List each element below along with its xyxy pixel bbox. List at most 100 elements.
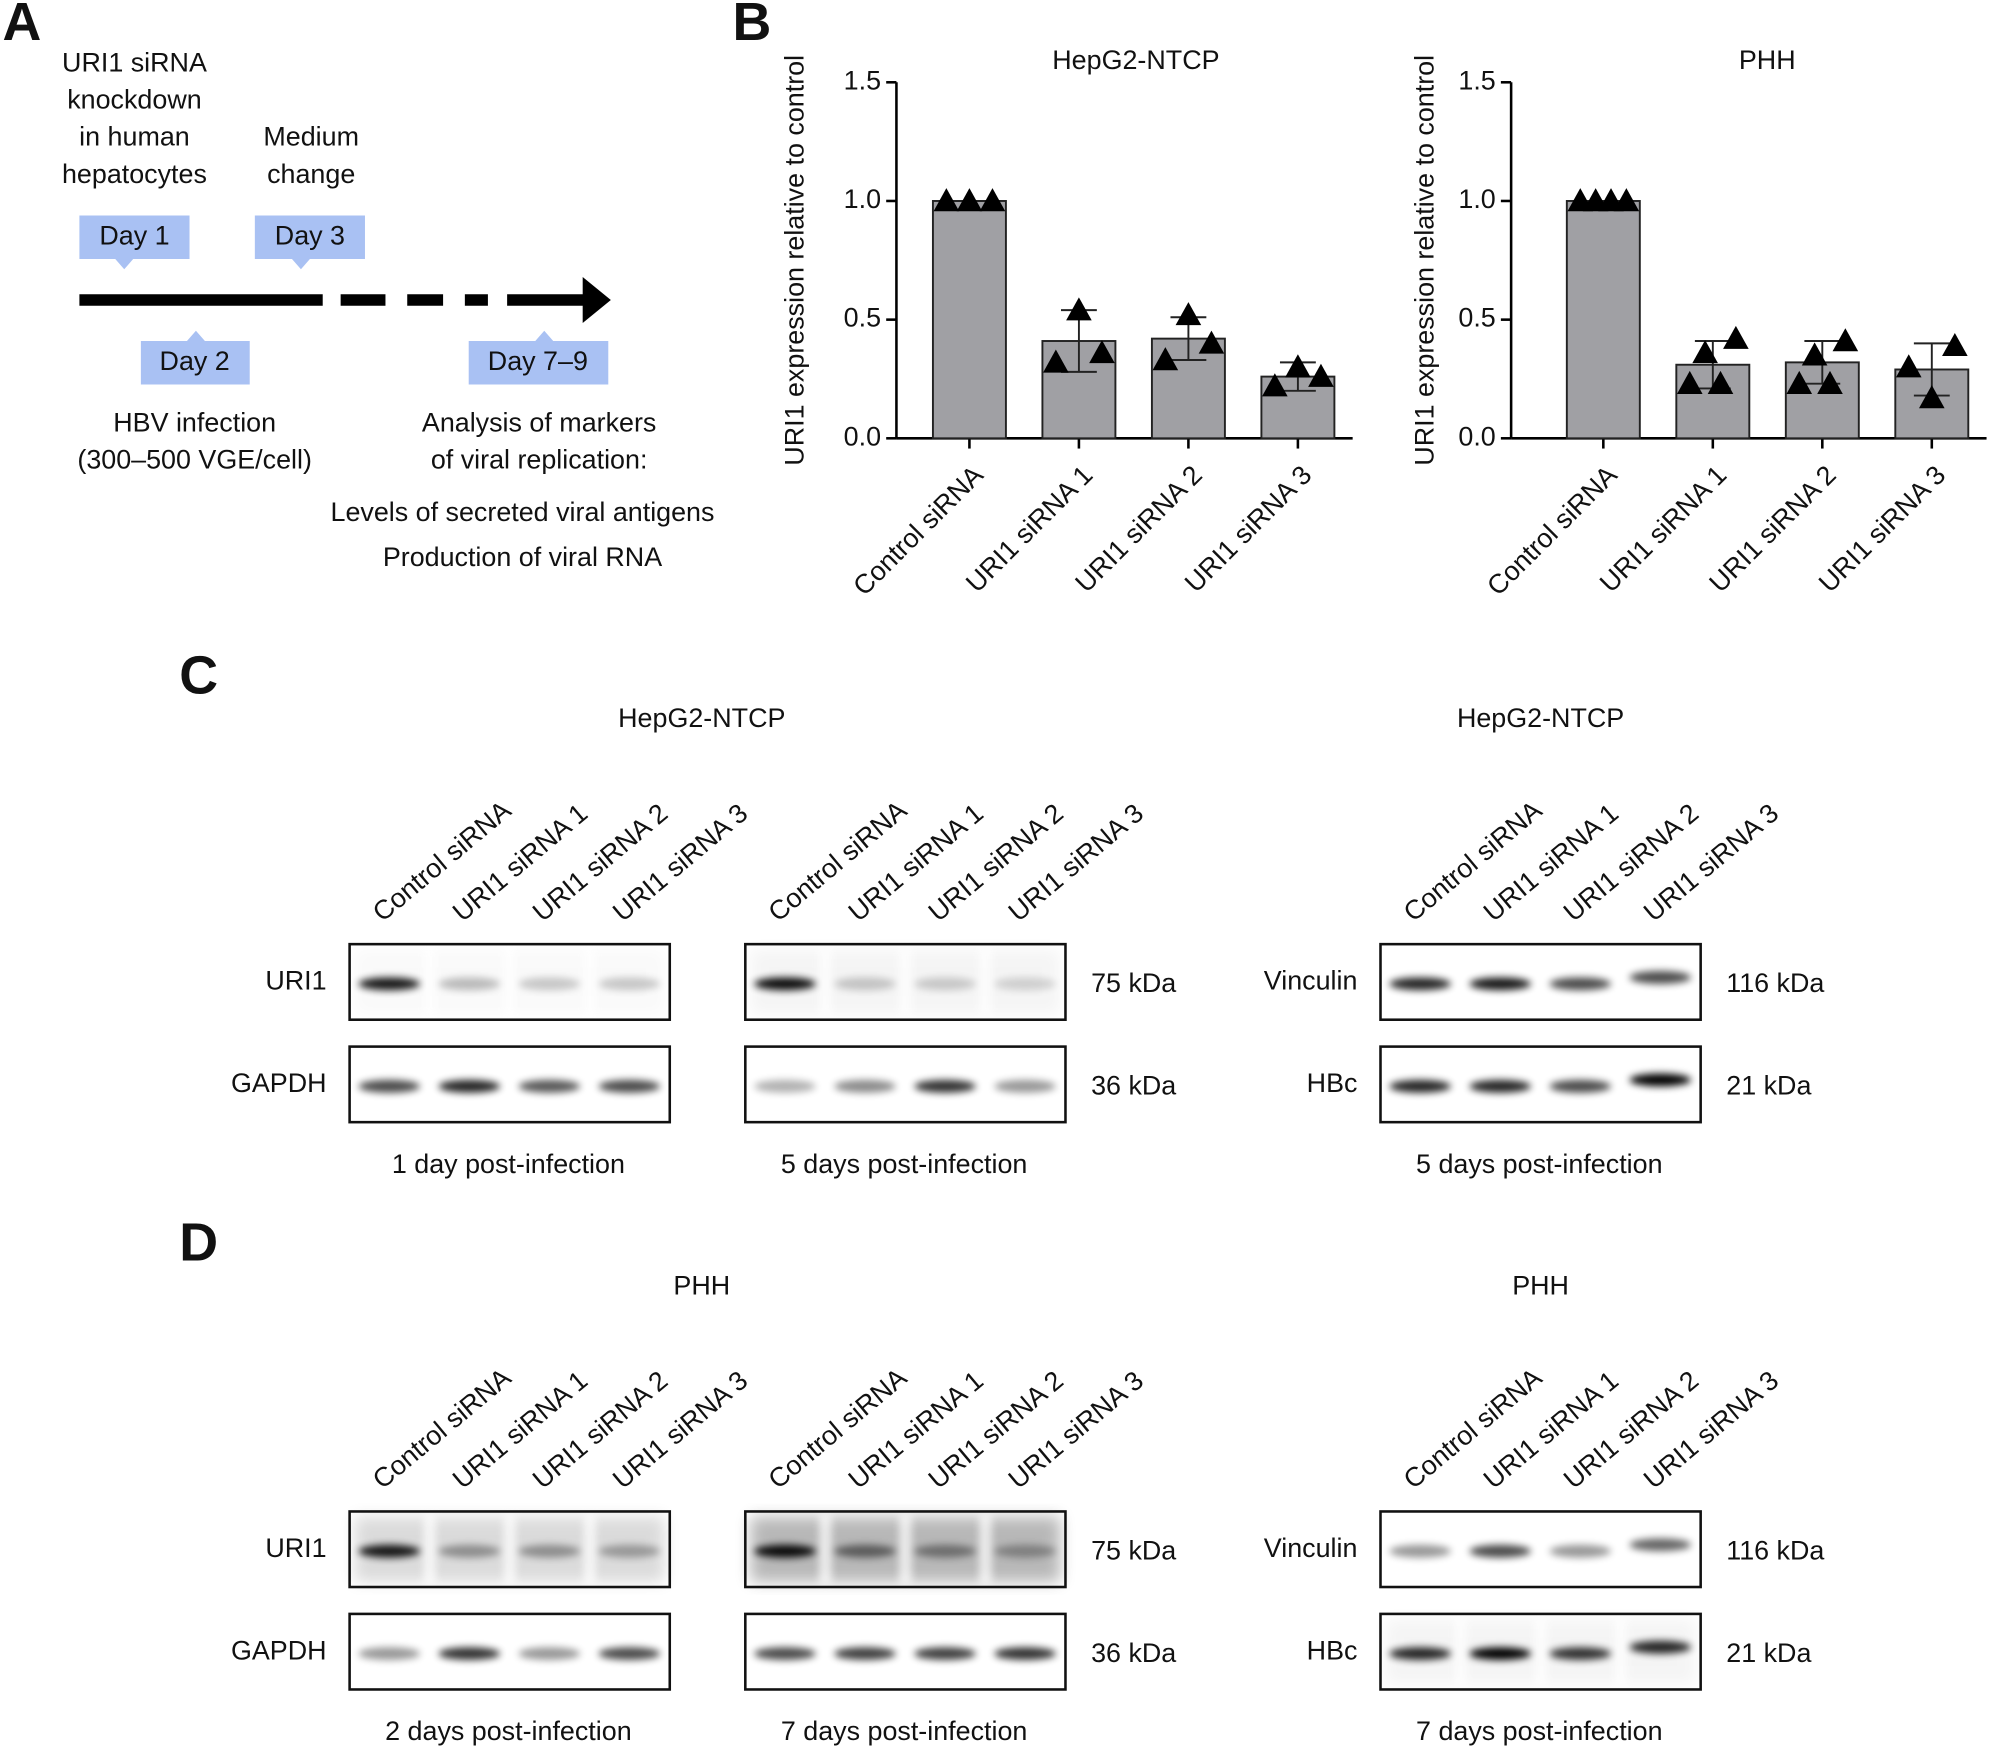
data-point <box>1198 330 1225 354</box>
blot-band <box>438 1544 501 1558</box>
lane-gap <box>979 1514 992 1585</box>
day-box <box>140 330 250 385</box>
day-label: Day 3 <box>275 220 345 250</box>
size-label: 21 kDa <box>1726 1638 1811 1668</box>
size-label: 75 kDa <box>1091 968 1176 998</box>
blot-band <box>598 1647 661 1661</box>
data-point <box>1676 370 1703 394</box>
blot-frame <box>1379 1612 1702 1691</box>
blot-band <box>358 977 421 991</box>
data-point <box>1262 373 1288 397</box>
blot-band <box>754 1079 816 1093</box>
blot-band <box>1469 1079 1531 1093</box>
blot-band <box>914 977 976 991</box>
day-box <box>468 330 609 385</box>
blot-band <box>834 977 896 991</box>
blot-frame <box>1379 1510 1702 1589</box>
bar <box>931 200 1007 440</box>
data-point <box>1707 370 1734 394</box>
blot-band <box>1629 1073 1692 1087</box>
data-point <box>979 188 1006 212</box>
blot-band <box>518 1647 581 1661</box>
data-point <box>1043 349 1069 373</box>
blot-band <box>358 1647 421 1661</box>
lane-gap <box>583 1514 597 1585</box>
blot-band <box>754 977 816 991</box>
protein-label: GAPDH <box>231 1068 327 1098</box>
blot-band <box>1549 1647 1612 1661</box>
y-tick-label: 1.0 <box>1458 184 1495 214</box>
blot-frame <box>744 1045 1067 1124</box>
lane-gap <box>423 1514 437 1585</box>
panel-label: A <box>3 0 42 52</box>
y-axis-label: URI1 expression relative to control <box>1410 55 1440 466</box>
data-point <box>1832 328 1859 352</box>
day-label: Day 7–9 <box>488 346 588 376</box>
day-box <box>79 215 190 270</box>
blot-band <box>834 1647 896 1661</box>
blot-band <box>1549 1079 1612 1093</box>
arrow-head <box>582 276 611 324</box>
blot-band <box>1629 1538 1692 1552</box>
step-text: Medium <box>263 122 359 152</box>
blot-band <box>914 1647 976 1661</box>
blot-band <box>358 1079 421 1093</box>
blot-band <box>754 1647 816 1661</box>
lane-label: Control siRNA <box>367 1362 517 1494</box>
data-point <box>1285 354 1311 378</box>
blot-band <box>1629 1640 1692 1654</box>
panel-label: D <box>179 1213 218 1273</box>
day-label: Day 1 <box>99 220 169 250</box>
blot-band <box>518 977 581 991</box>
blot-caption: 2 days post-infection <box>385 1716 632 1746</box>
day-label: Day 2 <box>160 346 230 376</box>
chart-title: PHH <box>1739 45 1796 75</box>
blot-band <box>1549 1544 1612 1558</box>
protein-label: Vinculin <box>1264 1533 1358 1563</box>
lane-gap <box>1614 1616 1628 1687</box>
data-point <box>1942 332 1968 356</box>
lane-gap <box>423 946 437 1018</box>
blot-band <box>438 1079 501 1093</box>
blot-band <box>438 977 501 991</box>
data-point <box>1089 340 1115 364</box>
step-text: of viral replication: <box>431 444 648 474</box>
blot-title: PHH <box>1512 1270 1569 1300</box>
data-point <box>1175 302 1202 326</box>
blot-title: HepG2-NTCP <box>1457 703 1624 733</box>
lane-label: Control siRNA <box>763 795 913 927</box>
blot-band <box>994 1544 1056 1558</box>
lane-gap <box>503 946 517 1018</box>
blot-frame <box>744 1612 1067 1691</box>
blot-band <box>1629 971 1692 984</box>
blot-band <box>1469 1647 1531 1661</box>
step-text: knockdown <box>67 85 201 115</box>
bar <box>1565 200 1641 440</box>
data-point <box>1613 188 1640 212</box>
y-tick-label: 0.0 <box>844 421 881 451</box>
blot-band <box>994 1647 1056 1661</box>
step-text: (300–500 VGE/cell) <box>77 444 312 474</box>
step-text: HBV infection <box>113 407 276 437</box>
size-label: 36 kDa <box>1091 1638 1176 1668</box>
panel-label: C <box>179 645 218 705</box>
blot-frame <box>348 1510 672 1589</box>
blot-caption: 5 days post-infection <box>1416 1149 1663 1179</box>
lane-label: Control siRNA <box>763 1362 913 1494</box>
data-point <box>1152 347 1179 371</box>
chart-title: HepG2-NTCP <box>1052 45 1219 75</box>
blot-band <box>754 1544 816 1558</box>
blot-caption: 7 days post-infection <box>781 1716 1028 1746</box>
protein-label: Vinculin <box>1264 966 1358 996</box>
blot-title: PHH <box>673 1270 730 1300</box>
lane-gap <box>979 946 992 1018</box>
blot-band <box>1469 1544 1531 1558</box>
step-text: Analysis of markers <box>422 407 656 437</box>
protein-label: URI1 <box>265 1533 326 1563</box>
blot-band <box>994 1079 1056 1093</box>
blot-band <box>1389 1079 1451 1093</box>
lane-gap <box>818 946 832 1018</box>
protein-label: URI1 <box>265 966 326 996</box>
blot-band <box>358 1544 421 1558</box>
